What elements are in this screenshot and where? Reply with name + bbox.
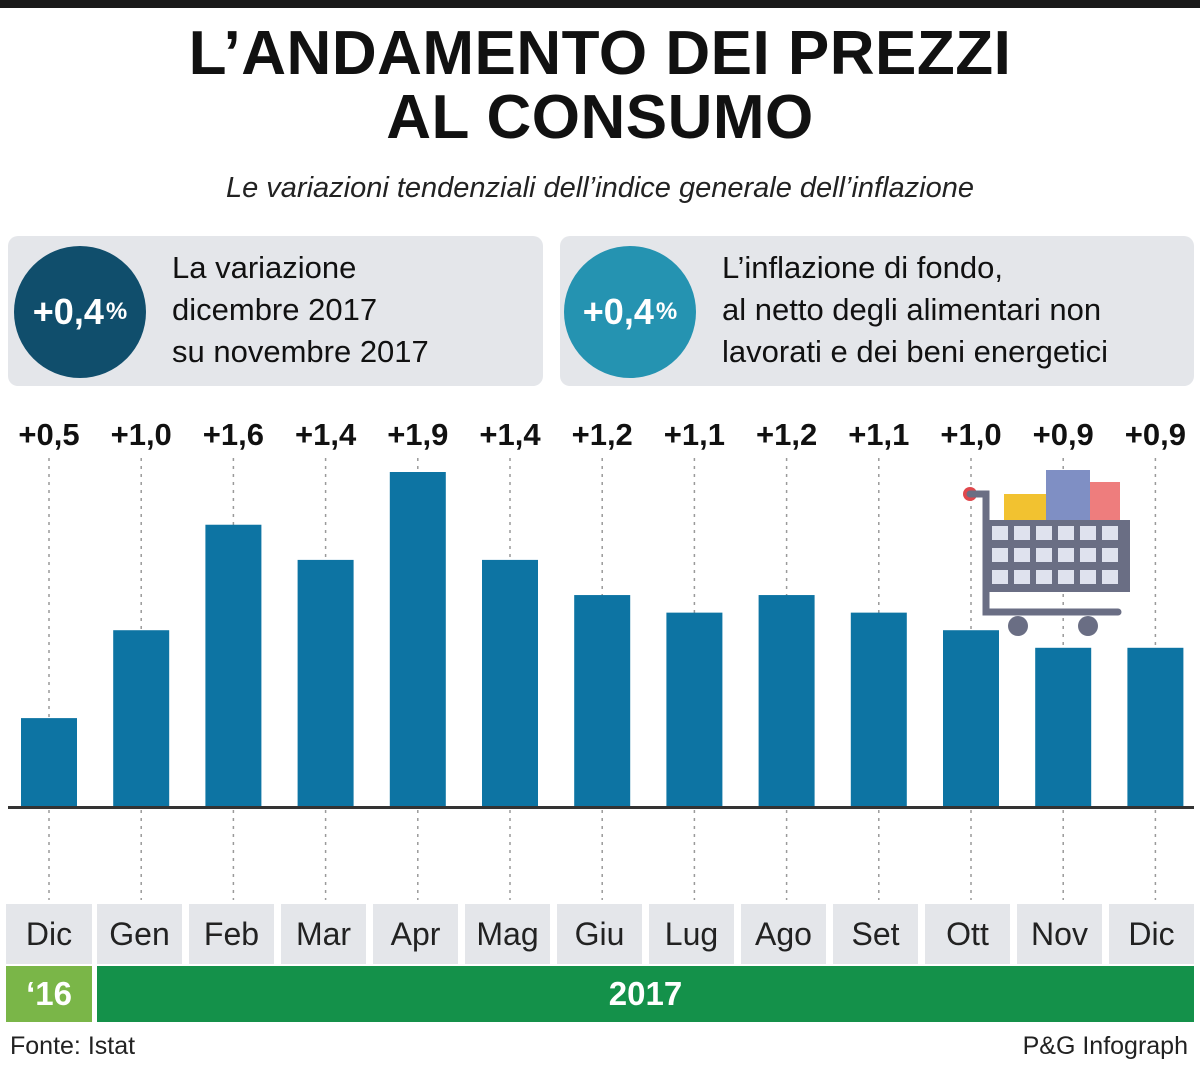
month-label: Apr xyxy=(373,904,458,964)
monthly-text-line: dicembre 2017 xyxy=(172,292,378,327)
bar-value-label: +1,1 xyxy=(664,417,725,452)
bar-value-label: +1,0 xyxy=(111,417,172,452)
chart-baseline xyxy=(8,806,1194,809)
monthly-change-unit: % xyxy=(105,298,128,325)
credit-note: P&G Infograph xyxy=(1022,1032,1188,1060)
month-label: Set xyxy=(833,904,918,964)
bar-value-label: +1,6 xyxy=(203,417,264,452)
month-label: Dic xyxy=(1109,904,1194,964)
month-label: Dic xyxy=(6,904,92,964)
bar-gen-1 xyxy=(113,630,170,806)
bar-feb-2 xyxy=(205,524,262,806)
bar-mar-3 xyxy=(297,559,354,806)
bar-dic-0 xyxy=(21,718,77,806)
core-inflation-value: +0,4 xyxy=(582,291,654,332)
monthly-text-line: La variazione xyxy=(172,250,357,285)
month-label: Gen xyxy=(97,904,182,964)
core-text-line: L’inflazione di fondo, xyxy=(722,250,1003,285)
chart-subtitle: Le variazioni tendenziali dell’indice ge… xyxy=(225,172,975,204)
core-text-line: al netto degli alimentari non xyxy=(722,292,1102,327)
bar-value-label: +0,9 xyxy=(1033,417,1094,452)
month-label: Lug xyxy=(649,904,734,964)
bar-value-label: +1,2 xyxy=(572,417,633,452)
bar-lug-7 xyxy=(666,612,723,806)
bar-giu-6 xyxy=(574,595,631,806)
month-label: Feb xyxy=(189,904,274,964)
bar-dic-12 xyxy=(1127,647,1184,806)
source-note: Fonte: Istat xyxy=(10,1032,136,1060)
month-axis: Dic Gen Feb Mar Apr Mag Giu Lug Ago Set Ott Nov Dic xyxy=(0,904,1200,964)
core-inflation-text: L’inflazione di fondo, al netto degli al… xyxy=(722,247,1108,373)
bar-value-label: +1,9 xyxy=(387,417,448,452)
top-rule xyxy=(0,0,1200,8)
core-inflation-unit: % xyxy=(655,298,678,325)
shopping-cart-icon xyxy=(963,470,1130,636)
chart-title: L’ANDAMENTO DEI PREZZI AL CONSUMO xyxy=(0,22,1200,150)
year-2016-label: ‘16 xyxy=(6,966,92,1022)
month-label: Nov xyxy=(1017,904,1102,964)
bar-value-label: +1,4 xyxy=(479,417,541,452)
bar-value-label: +0,5 xyxy=(18,417,79,452)
core-text-line: lavorati e dei beni energetici xyxy=(722,334,1109,369)
bar-nov-11 xyxy=(1035,647,1092,806)
month-label: Mar xyxy=(281,904,366,964)
bar-value-label: +1,2 xyxy=(756,417,817,452)
year-2017-label: 2017 xyxy=(97,966,1194,1022)
core-inflation-badge: +0,4% xyxy=(564,246,696,378)
monthly-change-value: +0,4 xyxy=(32,291,104,332)
month-label: Ott xyxy=(925,904,1010,964)
bar-value-label: +1,1 xyxy=(848,417,909,452)
title-line-1: L’ANDAMENTO DEI PREZZI xyxy=(188,19,1012,88)
month-label: Ago xyxy=(741,904,826,964)
monthly-change-badge: +0,4% xyxy=(14,246,146,378)
bar-apr-4 xyxy=(389,472,446,806)
bar-value-label: +1,0 xyxy=(940,417,1001,452)
year-axis: ‘16 2017 xyxy=(0,966,1200,1022)
bar-value-label: +0,9 xyxy=(1125,417,1186,452)
title-line-2: AL CONSUMO xyxy=(386,83,814,152)
month-label: Mag xyxy=(465,904,550,964)
bar-ott-10 xyxy=(943,630,999,806)
bar-value-label: +1,4 xyxy=(295,417,357,452)
bar-chart: +0,5 +1,0 +1,6 +1,4 +1,9 +1,4 +1,2 +1,1 +1,2 +1,1… xyxy=(18,417,1186,900)
bar-ago-8 xyxy=(758,595,815,806)
month-label: Giu xyxy=(557,904,642,964)
monthly-text-line: su novembre 2017 xyxy=(172,334,429,369)
bar-set-9 xyxy=(850,612,907,806)
bar-mag-5 xyxy=(482,559,538,806)
monthly-change-text: La variazione dicembre 2017 su novembre … xyxy=(172,247,429,373)
